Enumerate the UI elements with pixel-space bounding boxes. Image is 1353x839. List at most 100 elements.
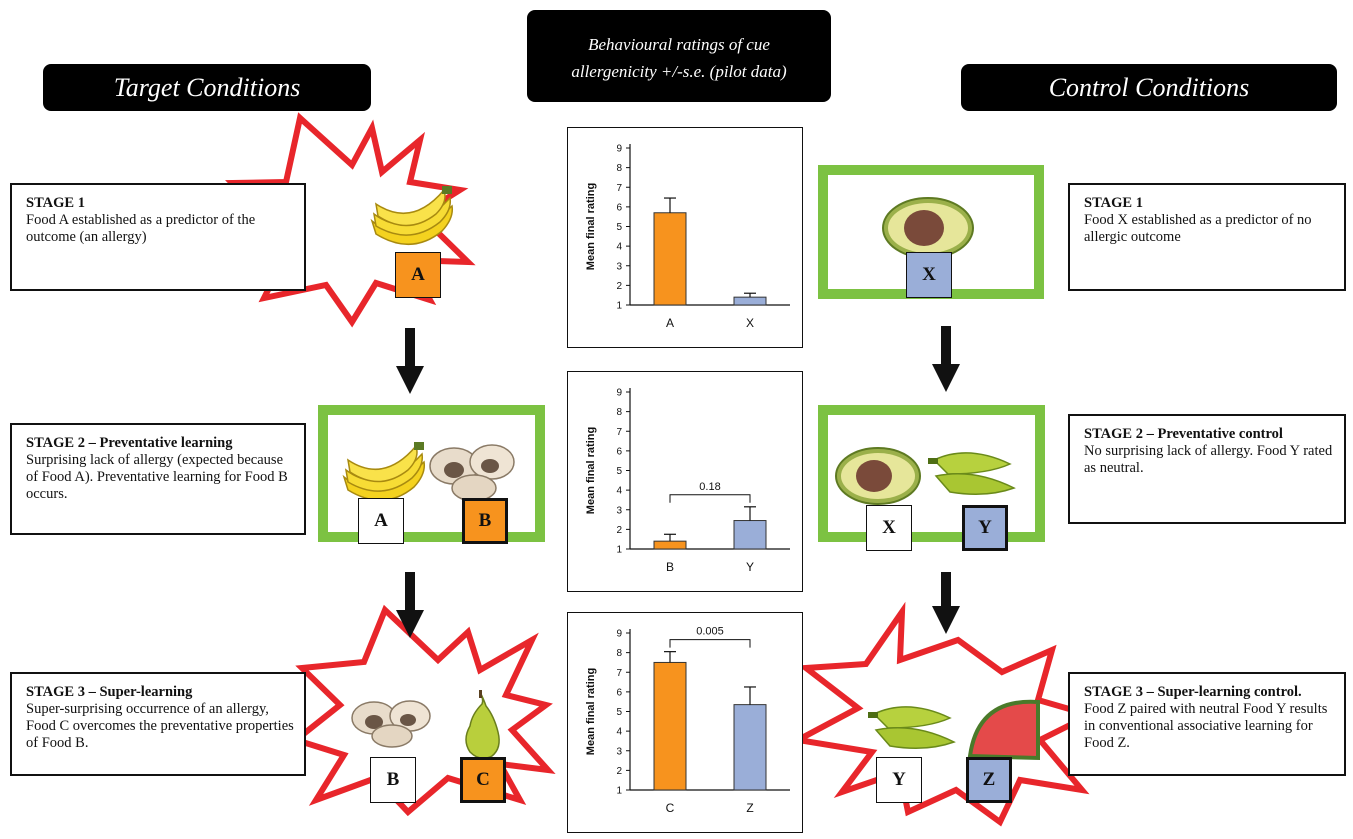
y-tick-label: 3 bbox=[616, 505, 622, 516]
stage1-target-desc: Food A established as a predictor of the… bbox=[26, 212, 256, 245]
bar-c bbox=[653, 661, 687, 791]
y-tick-label: 8 bbox=[616, 163, 622, 174]
y-tick-label: 4 bbox=[616, 727, 622, 738]
stage1-control-desc: Food X established as a predictor of no … bbox=[1084, 212, 1312, 245]
stage2-target-desc: Surprising lack of allergy (expected bec… bbox=[26, 452, 288, 502]
chart-stage1-svg: 1 2 3 4 5 6 7 8 9 Mean final rating A X bbox=[585, 144, 790, 330]
y-tick-label: 9 bbox=[616, 144, 622, 155]
stage2-control-box: STAGE 2 – Preventative control No surpri… bbox=[1068, 414, 1346, 524]
x-tick-label: X bbox=[746, 316, 754, 330]
y-tick-label: 2 bbox=[616, 281, 622, 292]
y-tick-label: 3 bbox=[616, 261, 622, 272]
x-tick-label: B bbox=[666, 560, 674, 574]
banana-icon bbox=[342, 442, 426, 502]
y-axis-label: Mean final rating bbox=[585, 668, 597, 755]
bar-a bbox=[653, 212, 687, 306]
y-tick-label: 9 bbox=[616, 629, 622, 640]
food-label-b-stage3: B bbox=[370, 757, 416, 803]
chart-section-title-line2: allergenicity +/-s.e. (pilot data) bbox=[571, 62, 787, 81]
y-tick-label: 5 bbox=[616, 707, 622, 718]
food-label-y-stage2: Y bbox=[962, 505, 1008, 551]
y-axis-label: Mean final rating bbox=[585, 427, 597, 514]
y-tick-label: 7 bbox=[616, 427, 622, 438]
target-conditions-title: Target Conditions bbox=[113, 73, 301, 102]
x-tick-label: Y bbox=[746, 560, 754, 574]
y-tick-label: 3 bbox=[616, 746, 622, 757]
chart-stage1: 1 2 3 4 5 6 7 8 9 Mean final rating A X bbox=[567, 127, 803, 348]
bar-y bbox=[733, 520, 767, 550]
x-tick-label: A bbox=[666, 316, 674, 330]
chart-stage3: 1 2 3 4 5 6 7 8 9 Mean final rating C Z 0.005 bbox=[567, 612, 803, 833]
y-tick-label: 8 bbox=[616, 407, 622, 418]
avocado-icon bbox=[882, 197, 974, 259]
y-tick-label: 7 bbox=[616, 668, 622, 679]
food-label-b-stage2: B bbox=[462, 498, 508, 544]
control-conditions-banner: Control Conditions bbox=[961, 64, 1337, 111]
arrow-down-icon bbox=[396, 328, 424, 394]
y-tick-label: 7 bbox=[616, 183, 622, 194]
stage1-control-box: STAGE 1 Food X established as a predicto… bbox=[1068, 183, 1346, 291]
avocado-icon bbox=[835, 447, 921, 505]
y-tick-label: 2 bbox=[616, 525, 622, 536]
chart-stage2: 1 2 3 4 5 6 7 8 9 Mean final rating B Y 0.18 bbox=[567, 371, 803, 592]
stage2-control-title: STAGE 2 – Preventative control bbox=[1084, 426, 1283, 442]
food-label-a-stage2: A bbox=[358, 498, 404, 544]
y-tick-label: 9 bbox=[616, 388, 622, 399]
mushroom-icon bbox=[351, 700, 431, 748]
arrow-down-icon bbox=[932, 326, 960, 392]
bar-z bbox=[733, 704, 767, 791]
stage3-control-desc: Food Z paired with neutral Food Y result… bbox=[1084, 701, 1328, 751]
food-label-c-stage3: C bbox=[460, 757, 506, 803]
chart-stage3-svg: 1 2 3 4 5 6 7 8 9 Mean final rating C Z 0.005 bbox=[585, 626, 790, 815]
stage3-target-desc: Super-surprising occurrence of an allerg… bbox=[26, 701, 294, 751]
y-axis-label: Mean final rating bbox=[585, 183, 597, 270]
pepper-icon bbox=[868, 706, 956, 749]
food-label-x-stage2: X bbox=[866, 505, 912, 551]
food-label-z-stage3: Z bbox=[966, 757, 1012, 803]
y-tick-label: 1 bbox=[616, 786, 622, 797]
significance-bracket bbox=[669, 494, 751, 503]
food-label-y-stage3: Y bbox=[876, 757, 922, 803]
chart-section-title-line1: Behavioural ratings of cue bbox=[588, 35, 770, 54]
y-tick-label: 5 bbox=[616, 466, 622, 477]
stage1-target-box: STAGE 1 Food A established as a predicto… bbox=[10, 183, 306, 291]
stage2-target-title: STAGE 2 – Preventative learning bbox=[26, 435, 233, 451]
y-tick-label: 6 bbox=[616, 202, 622, 213]
y-tick-label: 2 bbox=[616, 766, 622, 777]
arrow-down-icon bbox=[396, 572, 424, 638]
control-conditions-title: Control Conditions bbox=[1048, 73, 1250, 102]
arrow-down-icon bbox=[932, 572, 960, 634]
stage3-control-title: STAGE 3 – Super-learning control. bbox=[1084, 684, 1302, 700]
stage1-control-title: STAGE 1 bbox=[1084, 195, 1143, 211]
significance-label: 0.18 bbox=[699, 481, 720, 493]
y-tick-label: 4 bbox=[616, 242, 622, 253]
food-label-a-stage1: A bbox=[395, 252, 441, 298]
y-tick-label: 8 bbox=[616, 648, 622, 659]
significance-bracket bbox=[669, 639, 751, 648]
y-tick-label: 6 bbox=[616, 446, 622, 457]
y-tick-label: 4 bbox=[616, 486, 622, 497]
x-tick-label: Z bbox=[746, 801, 753, 815]
target-conditions-banner: Target Conditions bbox=[43, 64, 371, 111]
x-tick-label: C bbox=[666, 801, 675, 815]
pepper-icon bbox=[928, 452, 1016, 495]
bar-x bbox=[733, 296, 767, 306]
food-label-x-stage1: X bbox=[906, 252, 952, 298]
chart-stage2-svg: 1 2 3 4 5 6 7 8 9 Mean final rating B Y 0.18 bbox=[585, 388, 790, 574]
bar-b bbox=[653, 540, 687, 550]
stage3-target-box: STAGE 3 – Super-learning Super-surprisin… bbox=[10, 672, 306, 776]
mushroom-icon bbox=[429, 444, 515, 502]
chart-section-banner: Behavioural ratings of cue allergenicity… bbox=[527, 10, 831, 102]
y-tick-label: 5 bbox=[616, 222, 622, 233]
stage1-target-title: STAGE 1 bbox=[26, 195, 85, 211]
stage3-target-title: STAGE 3 – Super-learning bbox=[26, 684, 193, 700]
stage2-target-box: STAGE 2 – Preventative learning Surprisi… bbox=[10, 423, 306, 535]
stage2-control-desc: No surprising lack of allergy. Food Y ra… bbox=[1084, 443, 1333, 476]
significance-label: 0.005 bbox=[696, 626, 724, 638]
y-tick-label: 1 bbox=[616, 301, 622, 312]
banana-icon bbox=[370, 186, 454, 246]
y-tick-label: 1 bbox=[616, 545, 622, 556]
stage3-control-box: STAGE 3 – Super-learning control. Food Z… bbox=[1068, 672, 1346, 776]
y-tick-label: 6 bbox=[616, 687, 622, 698]
watermelon-icon bbox=[967, 699, 1040, 761]
